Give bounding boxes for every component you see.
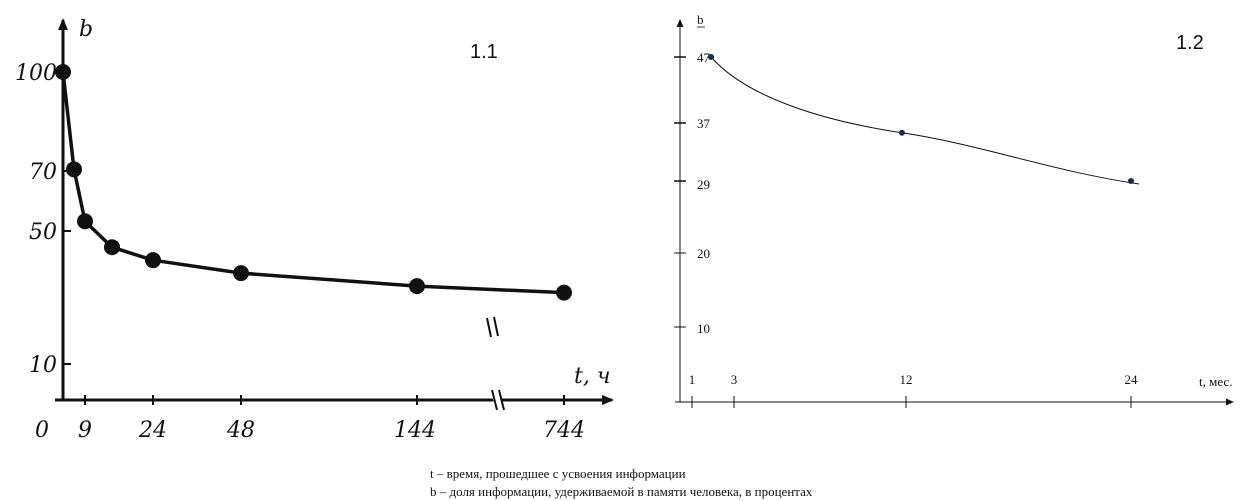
chart2-series-line xyxy=(710,56,1140,185)
chart2-x-tick-label: 3 xyxy=(731,372,738,387)
chart1-x-label: t, ч xyxy=(574,364,611,389)
chart2-x-tick-label: 24 xyxy=(1125,372,1139,387)
chart1-panel-label: 1.1 xyxy=(470,41,498,63)
chart1-series-break-mark xyxy=(486,317,492,338)
chart1-series xyxy=(55,64,572,338)
chart1-x-tick-label: 9 xyxy=(78,418,92,443)
caption-line-1: t – время, прошедшее с усвоения информац… xyxy=(430,466,686,481)
chart1-data-point xyxy=(409,278,425,295)
chart2-data-point xyxy=(708,54,715,60)
chart2-x-label: t, мес. xyxy=(1199,374,1232,389)
chart-1-2: b t, мес. 47 37 29 20 10 1 3 12 24 1.2 xyxy=(674,12,1234,408)
chart2-panel-label: 1.2 xyxy=(1176,32,1204,54)
chart1-x-tick-label: 24 xyxy=(138,418,167,443)
chart1-y-tick-label: 50 xyxy=(29,220,57,245)
chart2-data-point xyxy=(898,129,905,136)
chart2-y-tick-label: 47 xyxy=(697,50,711,65)
chart1-x-tick-label: 48 xyxy=(226,418,255,443)
chart-1-1: b t, ч 0 100 70 50 10 9 24 48 144 744 1.… xyxy=(15,17,614,443)
chart1-data-point xyxy=(233,265,249,282)
chart2-series xyxy=(708,54,1140,185)
chart1-data-point xyxy=(556,284,572,301)
chart1-y-tick-label: 100 xyxy=(15,61,57,86)
chart1-y-label: b xyxy=(79,17,93,42)
chart2-y-tick-label: 37 xyxy=(697,116,711,131)
chart1-data-point xyxy=(104,239,120,256)
chart2-x-tick-label: 1 xyxy=(689,372,696,387)
chart1-origin-label: 0 xyxy=(35,418,49,443)
chart1-data-point xyxy=(66,161,82,178)
chart1-y-tick-label: 70 xyxy=(29,160,57,185)
chart2-y-tick-label: 29 xyxy=(697,177,710,192)
chart1-series-break-mark xyxy=(493,316,499,337)
chart1-x-tick-label: 144 xyxy=(394,418,436,443)
chart1-data-point xyxy=(55,64,71,80)
chart2-x-tick-label: 12 xyxy=(900,372,913,387)
chart1-x-axis-break xyxy=(490,389,505,411)
caption-line-2: b – доля информации, удерживаемой в памя… xyxy=(430,484,813,499)
chart1-series-line xyxy=(61,71,565,295)
chart2-data-point xyxy=(1128,178,1134,184)
chart1-y-tick-label: 10 xyxy=(29,353,57,378)
chart1-x-tick-label: 744 xyxy=(543,418,585,443)
chart1-data-point xyxy=(77,213,93,230)
chart2-y-label: b xyxy=(697,12,704,27)
chart2-y-tick-label: 20 xyxy=(697,246,710,261)
chart1-data-point xyxy=(145,252,161,269)
chart2-y-tick-label: 10 xyxy=(697,321,710,336)
